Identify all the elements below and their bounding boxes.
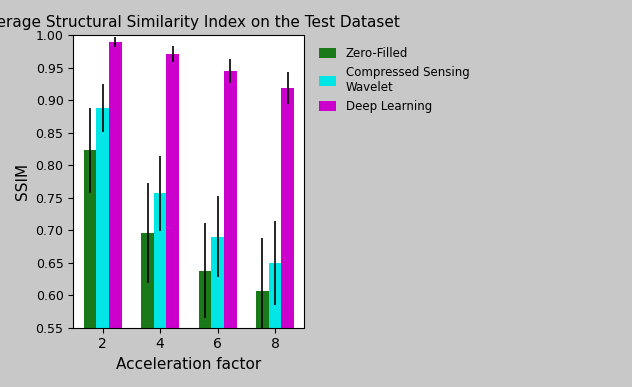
X-axis label: Acceleration factor: Acceleration factor (116, 357, 262, 372)
Bar (84, 150, 97, 387)
Bar (224, 71, 236, 387)
Bar (198, 271, 211, 387)
Bar (97, 108, 109, 387)
Legend: Zero-Filled, Compressed Sensing
Wavelet, Deep Learning: Zero-Filled, Compressed Sensing Wavelet,… (313, 41, 475, 119)
Bar (166, 54, 179, 387)
Title: Average Structural Similarity Index on the Test Dataset: Average Structural Similarity Index on t… (0, 15, 400, 30)
Bar (154, 193, 166, 387)
Y-axis label: SSIM: SSIM (15, 163, 30, 200)
Bar (141, 233, 154, 387)
Bar (256, 291, 269, 387)
Bar (281, 88, 294, 387)
Bar (269, 263, 281, 387)
Bar (109, 42, 122, 387)
Bar (211, 237, 224, 387)
